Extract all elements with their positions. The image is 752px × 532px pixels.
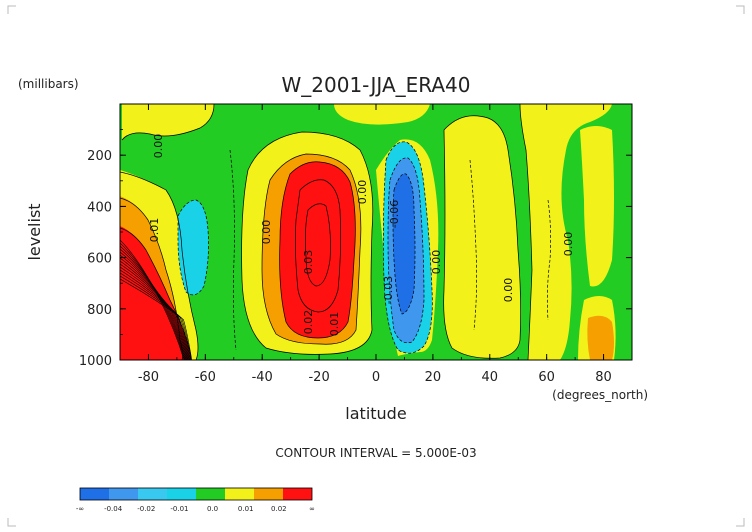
contour-value-label: 0.03 <box>302 250 315 275</box>
y-tick-label: 1000 <box>79 354 112 369</box>
colorbar-label: ∞ <box>309 505 315 513</box>
contour-band <box>178 200 209 295</box>
contour-value-label: 0.00 <box>152 134 165 159</box>
contour-line <box>304 203 331 287</box>
contour-value-label: -0.06 <box>388 200 401 228</box>
contour-band <box>580 126 614 287</box>
y-tick-label: 600 <box>87 252 112 267</box>
y-tick-label: 800 <box>87 303 112 318</box>
colorbar-label: 0.0 <box>207 505 218 513</box>
contour-line <box>177 199 209 296</box>
x-tick-label: 40 <box>482 370 499 385</box>
contour-line <box>121 104 215 141</box>
contour-labels: 0.00 0.01 0.00 0.03 0.02 0.01 0.00 -0.06 -0.03 0.… <box>148 134 575 337</box>
x-units-label: (degrees_north) <box>552 388 648 402</box>
colorbar-swatch <box>196 488 225 500</box>
contour-line <box>279 161 356 339</box>
contour-band <box>587 315 614 360</box>
y-tick-label: 200 <box>87 149 112 164</box>
colorbar-label: -0.02 <box>137 505 155 513</box>
y-units-label: (millibars) <box>18 77 79 91</box>
x-tick-label: 0 <box>372 370 380 385</box>
contour-band <box>520 104 612 360</box>
plot-area: 0.00 0.01 0.00 0.03 0.02 0.01 0.00 -0.06 -0.03 0.… <box>119 103 633 361</box>
colorbar: -∞ -0.04 -0.02 -0.01 0.0 0.01 0.02 ∞ <box>76 487 315 513</box>
contour-line <box>387 157 425 344</box>
colorbar-swatch <box>283 488 312 500</box>
colorbar-label: 0.02 <box>271 505 287 513</box>
contour-line <box>120 278 193 360</box>
contour-value-label: -0.03 <box>382 276 395 304</box>
x-tick-label: 80 <box>595 370 612 385</box>
y-axis: 200 400 600 800 1000 <box>79 129 632 369</box>
x-axis: -80 -60 -40 -20 0 20 40 60 80 <box>119 104 633 385</box>
contour-value-label: 0.00 <box>260 220 273 245</box>
x-tick-label: 60 <box>538 370 555 385</box>
contour-value-label: 0.01 <box>328 312 341 337</box>
contour-line <box>519 104 533 360</box>
page-corner-marks <box>7 5 745 527</box>
colorbar-label: -∞ <box>76 505 84 513</box>
contour-band <box>334 104 430 125</box>
colorbar-frame <box>79 487 313 501</box>
colorbar-swatch <box>167 488 196 500</box>
contour-line <box>382 141 433 354</box>
colorbar-label: -0.04 <box>104 505 123 513</box>
x-tick-label: -40 <box>252 370 273 385</box>
contour-value-label: 0.01 <box>148 218 161 243</box>
chart-title: W_2001-JJA_ERA40 <box>282 73 471 97</box>
x-axis-label: latitude <box>345 404 406 423</box>
contour-band <box>279 161 356 338</box>
contour-line <box>261 153 362 345</box>
contour-value-label: 0.00 <box>356 180 369 205</box>
contour-line <box>469 159 478 331</box>
colorbar-label: 0.01 <box>238 505 254 513</box>
colorbar-swatch <box>254 488 283 500</box>
colorbar-swatch <box>138 488 167 500</box>
x-tick-label: 20 <box>425 370 442 385</box>
contour-value-label: 0.00 <box>502 278 515 303</box>
x-tick-label: -20 <box>308 370 329 385</box>
contour-line <box>546 199 552 321</box>
contour-value-label: 0.02 <box>302 310 315 335</box>
contour-band <box>443 115 521 359</box>
contour-line <box>294 179 342 313</box>
colorbar-label: -0.01 <box>170 505 188 513</box>
contour-interval-text: CONTOUR INTERVAL = 5.000E-03 <box>275 446 476 460</box>
contour-value-label: 0.00 <box>562 232 575 257</box>
contour-line <box>229 149 237 351</box>
x-tick-label: -60 <box>195 370 216 385</box>
contour-line <box>392 173 416 315</box>
contour-band <box>393 173 415 314</box>
contour-line <box>241 131 374 355</box>
contour-line <box>443 115 522 359</box>
colorbar-swatch <box>80 488 109 500</box>
y-axis-label: levelist <box>25 203 44 260</box>
y-tick-label: 400 <box>87 200 112 215</box>
colorbar-swatch <box>225 488 254 500</box>
contour-value-label: 0.00 <box>430 250 443 275</box>
contour-field <box>120 104 616 360</box>
colorbar-swatch <box>109 488 138 500</box>
x-tick-label: -80 <box>138 370 159 385</box>
contour-line <box>120 171 199 360</box>
